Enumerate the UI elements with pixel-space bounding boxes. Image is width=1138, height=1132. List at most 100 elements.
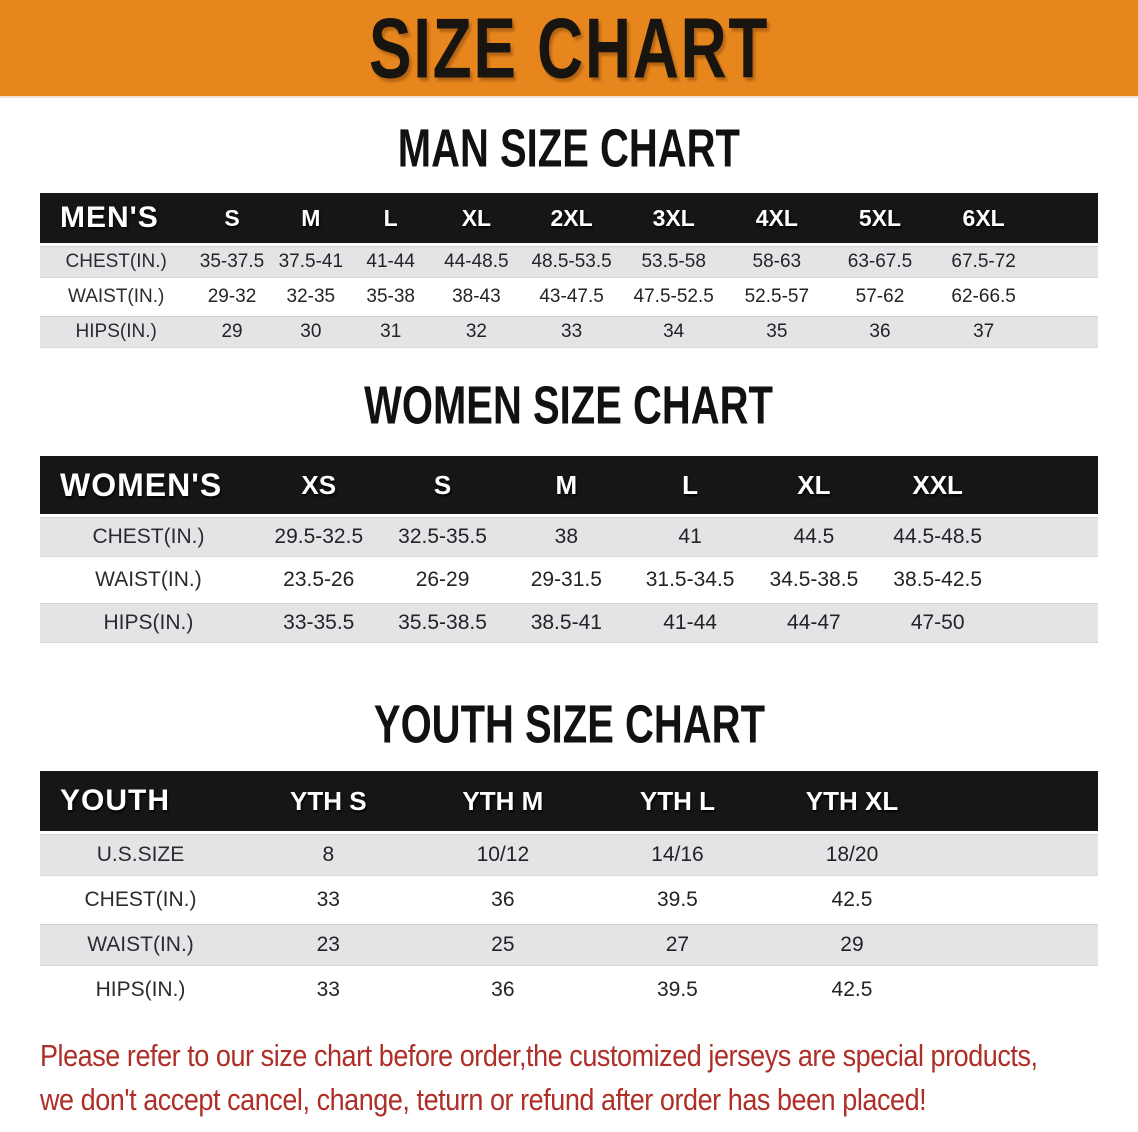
table-cell: 29-31.5	[504, 560, 629, 600]
table-cell: 44-47	[752, 603, 876, 643]
table-cell: 41-44	[628, 603, 752, 643]
row-filler-cell	[939, 879, 1098, 921]
table-cell: 8	[241, 834, 416, 876]
row-filler-cell	[999, 560, 1098, 600]
table-cell: 34.5-38.5	[752, 560, 876, 600]
table-cell: 26-29	[380, 560, 505, 600]
disclaimer: Please refer to our size chart before or…	[40, 1034, 1138, 1122]
row-label: CHEST(IN.)	[40, 246, 193, 278]
row-label: HIPS(IN.)	[40, 316, 193, 348]
column-header: L	[349, 193, 432, 243]
table-row: WAIST(IN.) 23.5-26 26-29 29-31.5 31.5-34.5 34…	[40, 560, 1098, 600]
table-cell: 47.5-52.5	[621, 281, 726, 313]
table-row: HIPS(IN.) 33 36 39.5 42.5	[40, 969, 1098, 1011]
table-cell: 53.5-58	[621, 246, 726, 278]
column-header: 4XL	[725, 193, 829, 243]
table-cell: 36	[415, 969, 591, 1011]
disclaimer-line-2: we don't accept cancel, change, teturn o…	[40, 1082, 927, 1117]
header-row: MEN'S S M L XL 2XL 3XL 4XL 5XL 6XL	[40, 193, 1098, 243]
row-filler-cell	[999, 603, 1098, 643]
table-cell: 52.5-57	[725, 281, 829, 313]
row-label: HIPS(IN.)	[40, 603, 257, 643]
table-cell: 35	[725, 316, 829, 348]
table-cell: 32	[431, 316, 522, 348]
section-heading-text: WOMEN SIZE CHART	[364, 374, 774, 436]
row-label: U.S.SIZE	[40, 834, 242, 876]
table-row: U.S.SIZE 8 10/12 14/16 18/20	[40, 834, 1098, 876]
section-women: WOMEN SIZE CHART WOMEN'S XS S M L XL XXL CHEST(I…	[0, 374, 1138, 646]
table-cell: 37	[931, 316, 1036, 348]
table-title: YOUTH	[40, 771, 242, 831]
row-label: WAIST(IN.)	[40, 924, 242, 966]
table-cell: 62-66.5	[931, 281, 1036, 313]
table-cell: 35.5-38.5	[380, 603, 505, 643]
table-cell: 36	[415, 879, 591, 921]
table-cell: 41	[628, 517, 752, 557]
size-chart-banner: SIZE CHART	[0, 0, 1138, 98]
row-label: CHEST(IN.)	[40, 879, 242, 921]
column-header: 5XL	[828, 193, 932, 243]
table-cell: 44.5-48.5	[875, 517, 1000, 557]
table-cell: 32.5-35.5	[380, 517, 505, 557]
table-cell: 33	[241, 969, 416, 1011]
column-header: YTH XL	[764, 771, 940, 831]
section-heading-text: YOUTH SIZE CHART	[373, 693, 765, 755]
row-filler-cell	[1035, 281, 1098, 313]
sections-container: MAN SIZE CHART MEN'S S M L XL 2XL 3XL 4XL 5XL 6XL C…	[0, 117, 1138, 1014]
table-cell: 47-50	[875, 603, 1000, 643]
section-men: MAN SIZE CHART MEN'S S M L XL 2XL 3XL 4XL 5XL 6XL C…	[0, 117, 1138, 351]
column-header: XL	[431, 193, 522, 243]
table-cell: 34	[621, 316, 726, 348]
table-cell: 35-38	[349, 281, 432, 313]
table-cell: 10/12	[415, 834, 591, 876]
table-cell: 32-35	[271, 281, 350, 313]
table-cell: 27	[590, 924, 765, 966]
table-cell: 38.5-42.5	[875, 560, 1000, 600]
table-cell: 33	[241, 879, 416, 921]
table-cell: 30	[271, 316, 350, 348]
table-cell: 25	[415, 924, 591, 966]
size-table-youth: YOUTH YTH S YTH M YTH L YTH XL U.S.SIZE 8 10/12…	[40, 768, 1098, 1014]
header-filler-cell	[939, 771, 1098, 831]
column-header: M	[504, 456, 629, 514]
header-row: WOMEN'S XS S M L XL XXL	[40, 456, 1098, 514]
column-header: M	[271, 193, 350, 243]
table-cell: 23.5-26	[256, 560, 381, 600]
row-filler-cell	[999, 517, 1098, 557]
table-cell: 67.5-72	[931, 246, 1036, 278]
table-cell: 41-44	[349, 246, 432, 278]
section-heading: YOUTH SIZE CHART	[0, 693, 1138, 755]
row-filler-cell	[1035, 316, 1098, 348]
row-label: WAIST(IN.)	[40, 560, 257, 600]
section-heading: WOMEN SIZE CHART	[0, 374, 1138, 436]
table-cell: 29.5-32.5	[256, 517, 381, 557]
table-cell: 29	[192, 316, 272, 348]
table-cell: 44-48.5	[431, 246, 522, 278]
row-label: WAIST(IN.)	[40, 281, 193, 313]
row-filler-cell	[1035, 246, 1098, 278]
size-table-men: MEN'S S M L XL 2XL 3XL 4XL 5XL 6XL CHEST(IN.) 35-37…	[40, 190, 1098, 351]
table-row: WAIST(IN.) 23 25 27 29	[40, 924, 1098, 966]
table-title: MEN'S	[40, 193, 193, 243]
column-header: 6XL	[931, 193, 1036, 243]
table-cell: 36	[828, 316, 932, 348]
column-header: XS	[256, 456, 381, 514]
column-header: 2XL	[521, 193, 622, 243]
table-row: CHEST(IN.) 33 36 39.5 42.5	[40, 879, 1098, 921]
row-filler-cell	[939, 924, 1098, 966]
table-row: HIPS(IN.) 33-35.5 35.5-38.5 38.5-41 41-44 44-…	[40, 603, 1098, 643]
table-cell: 38.5-41	[504, 603, 629, 643]
size-table-women: WOMEN'S XS S M L XL XXL CHEST(IN.) 29.5-32.5 32.5…	[40, 453, 1098, 646]
table-cell: 63-67.5	[828, 246, 932, 278]
table-cell: 43-47.5	[521, 281, 622, 313]
table-row: CHEST(IN.) 35-37.5 37.5-41 41-44 44-48.5 48.5…	[40, 246, 1098, 278]
table-row: HIPS(IN.) 29 30 31 32 33 34 35 36 37	[40, 316, 1098, 348]
table-row: WAIST(IN.) 29-32 32-35 35-38 38-43 43-47.5 47.…	[40, 281, 1098, 313]
section-heading-text: MAN SIZE CHART	[397, 117, 741, 179]
section-heading: MAN SIZE CHART	[0, 117, 1138, 179]
column-header: XXL	[875, 456, 1000, 514]
table-title: WOMEN'S	[40, 456, 257, 514]
table-cell: 44.5	[752, 517, 876, 557]
table-cell: 29	[764, 924, 940, 966]
column-header: YTH M	[415, 771, 591, 831]
